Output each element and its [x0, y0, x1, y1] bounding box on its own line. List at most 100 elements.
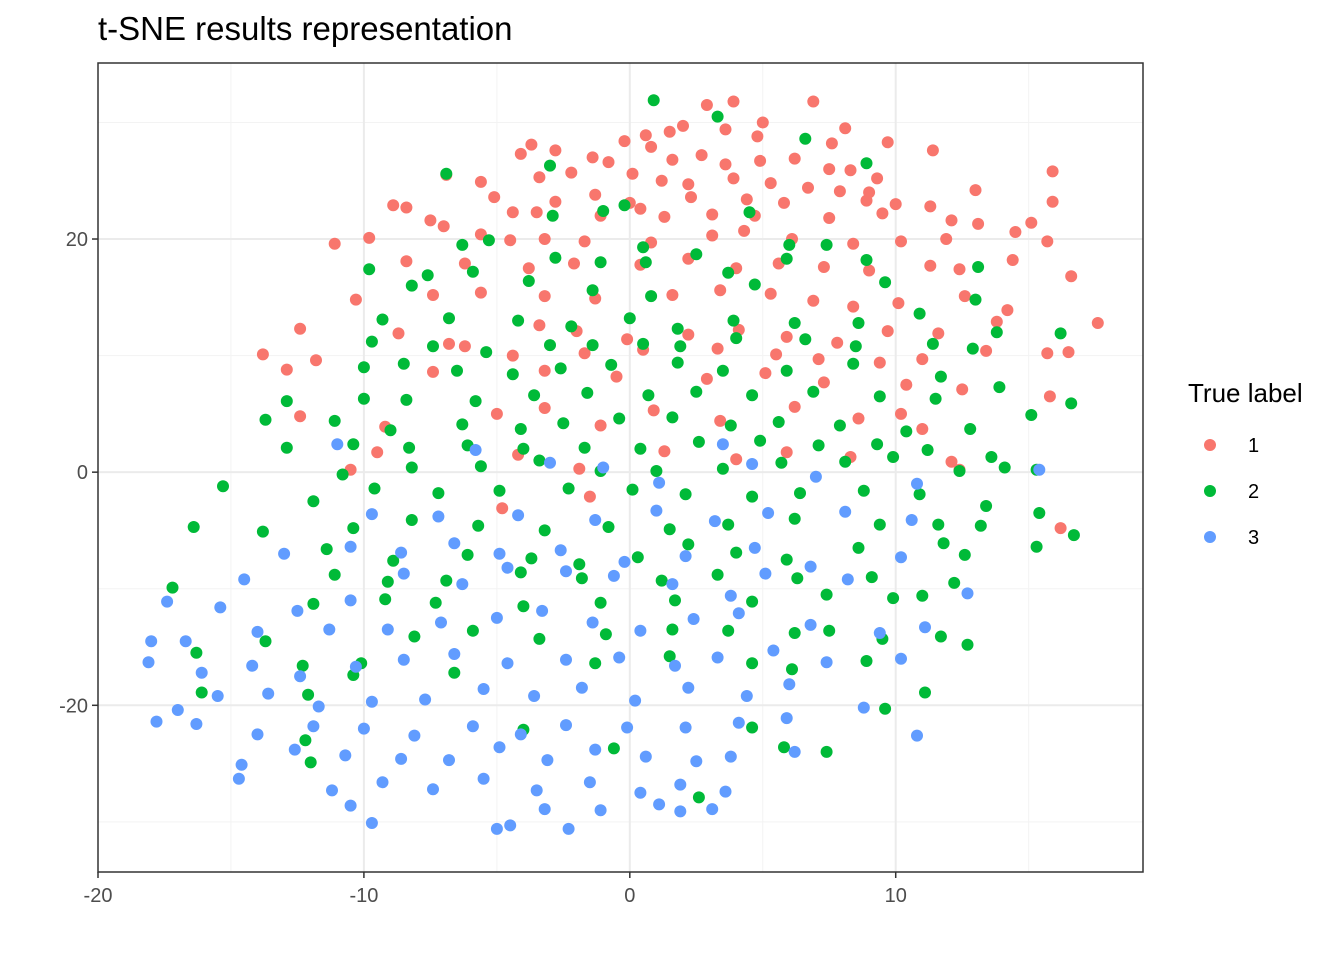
data-point	[916, 589, 929, 602]
data-point	[618, 555, 631, 568]
data-point	[873, 518, 886, 531]
data-point	[456, 578, 469, 591]
data-point	[756, 116, 769, 129]
data-point	[371, 446, 384, 459]
data-point	[788, 745, 801, 758]
data-point	[1046, 165, 1059, 178]
data-point	[780, 712, 793, 725]
data-point	[560, 719, 572, 732]
data-point	[639, 256, 652, 269]
data-point	[427, 340, 439, 353]
data-point	[844, 164, 857, 177]
series-2	[166, 94, 1080, 804]
data-point	[256, 348, 269, 361]
data-point	[679, 721, 692, 734]
data-point	[780, 252, 793, 265]
data-point	[932, 327, 945, 340]
data-point	[637, 241, 650, 254]
data-point	[448, 666, 461, 679]
data-point	[669, 594, 681, 607]
data-point	[1041, 235, 1054, 248]
data-point	[679, 550, 692, 563]
data-point	[990, 315, 1003, 328]
data-point	[357, 392, 370, 405]
data-point	[674, 340, 687, 353]
data-point	[961, 587, 974, 600]
data-point	[953, 465, 966, 477]
data-point	[700, 99, 713, 111]
data-point	[780, 553, 793, 566]
data-point	[857, 484, 870, 497]
data-point	[145, 635, 158, 648]
legend-label-3: 3	[1248, 527, 1259, 549]
data-point	[626, 167, 639, 180]
data-point	[695, 149, 708, 162]
data-point	[294, 410, 307, 423]
data-point	[706, 208, 719, 221]
data-point	[150, 715, 163, 728]
data-point	[575, 681, 588, 694]
data-point	[876, 207, 889, 220]
data-point	[421, 269, 434, 282]
data-point	[586, 339, 599, 352]
data-point	[825, 137, 838, 150]
data-point	[429, 596, 442, 609]
data-point	[1033, 463, 1046, 476]
data-point	[746, 389, 759, 402]
data-point	[397, 653, 410, 666]
data-point	[892, 297, 905, 310]
data-point	[639, 750, 652, 763]
data-point	[562, 822, 575, 835]
data-point	[142, 656, 155, 669]
legend-label-2: 2	[1248, 481, 1259, 503]
data-point	[807, 95, 820, 108]
data-point	[911, 729, 923, 742]
data-point	[280, 441, 293, 454]
data-point	[658, 210, 671, 223]
data-point	[496, 502, 509, 515]
data-point	[650, 465, 663, 477]
data-point	[732, 607, 745, 620]
data-point	[730, 453, 743, 466]
data-point	[602, 156, 615, 169]
data-point	[466, 720, 479, 733]
data-point	[171, 704, 184, 716]
data-point	[466, 265, 479, 278]
data-point	[594, 804, 607, 817]
data-point	[1091, 317, 1104, 329]
grid-layer	[98, 63, 1143, 872]
data-point	[666, 153, 679, 166]
data-point	[472, 519, 485, 532]
data-point	[328, 568, 341, 581]
data-point	[381, 623, 394, 636]
data-point	[448, 537, 461, 550]
data-point	[477, 772, 490, 785]
data-point	[1001, 304, 1014, 317]
data-point	[666, 411, 679, 424]
data-point	[706, 803, 719, 816]
data-point	[232, 772, 245, 785]
data-point	[506, 206, 519, 219]
data-point	[879, 276, 892, 289]
data-point	[288, 743, 301, 756]
data-point	[320, 543, 333, 556]
data-point	[546, 209, 559, 222]
data-point	[690, 385, 703, 398]
data-point	[294, 322, 307, 335]
data-point	[849, 340, 862, 353]
panel-border	[97, 62, 1144, 873]
data-point	[607, 742, 620, 755]
data-point	[780, 330, 793, 343]
data-point	[887, 592, 900, 605]
data-point	[746, 490, 759, 503]
data-point	[972, 261, 985, 273]
data-point	[833, 419, 846, 432]
data-point	[663, 650, 676, 663]
data-point	[605, 358, 618, 371]
data-point	[538, 402, 551, 414]
data-point	[831, 336, 844, 349]
data-point	[365, 508, 378, 521]
data-point	[727, 95, 740, 108]
data-point	[924, 259, 937, 272]
data-point	[895, 407, 907, 420]
